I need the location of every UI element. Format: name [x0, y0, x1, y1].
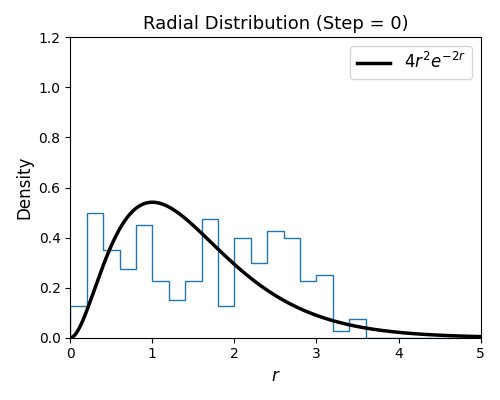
- $4r^2e^{-2r}$: [68, 335, 73, 340]
- Title: Radial Distribution (Step = 0): Radial Distribution (Step = 0): [142, 15, 408, 33]
- Legend: $4r^2e^{-2r}$: $4r^2e^{-2r}$: [350, 46, 472, 79]
- $4r^2e^{-2r}$: [150, 200, 156, 205]
- $4r^2e^{-2r}$: [234, 264, 239, 269]
- $4r^2e^{-2r}$: [109, 241, 115, 246]
- Line: $4r^2e^{-2r}$: $4r^2e^{-2r}$: [70, 202, 480, 338]
- X-axis label: $r$: $r$: [270, 367, 280, 385]
- $4r^2e^{-2r}$: [248, 276, 254, 281]
- $4r^2e^{-2r}$: [395, 330, 401, 335]
- $4r^2e^{-2r}$: [478, 334, 484, 339]
- $4r^2e^{-2r}$: [350, 323, 356, 328]
- $4r^2e^{-2r}$: [388, 329, 394, 334]
- Y-axis label: Density: Density: [15, 156, 33, 219]
